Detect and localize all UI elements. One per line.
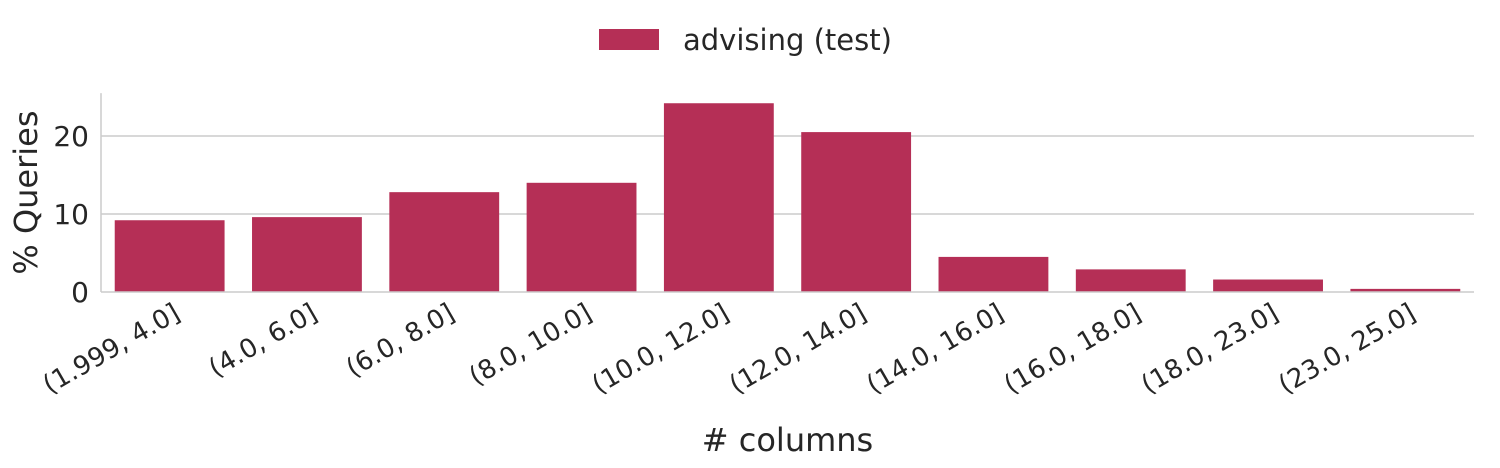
- bar: [1350, 288, 1461, 292]
- legend: advising (test): [599, 23, 892, 57]
- y-tick-label: 10: [53, 198, 89, 231]
- legend-swatch: [599, 29, 659, 50]
- bar: [526, 182, 637, 292]
- bar: [1075, 269, 1186, 292]
- x-tick-label: (10.0, 12.0]: [587, 298, 734, 400]
- bar: [114, 220, 225, 292]
- y-tick-label: 0: [71, 276, 89, 309]
- y-tick-labels: 0 10 20: [53, 120, 89, 309]
- x-tick-label: (4.0, 6.0]: [204, 298, 323, 384]
- x-tick-label: (6.0, 8.0]: [341, 298, 460, 384]
- x-tick-labels: (1.999, 4.0] (4.0, 6.0] (6.0, 8.0] (8.0, 10…: [38, 298, 1421, 400]
- y-axis-title: % Queries: [7, 110, 45, 274]
- x-tick-label: (23.0, 25.0]: [1274, 298, 1421, 400]
- bar: [1213, 279, 1323, 292]
- x-tick-label: (16.0, 18.0]: [999, 298, 1146, 400]
- x-tick-label: (14.0, 16.0]: [862, 298, 1009, 400]
- bar: [389, 192, 500, 292]
- axes: [100, 93, 1474, 293]
- x-tick-label: (18.0, 23.0]: [1136, 298, 1283, 400]
- x-tick-label: (1.999, 4.0]: [38, 298, 185, 400]
- bar: [801, 132, 912, 292]
- bar: [252, 217, 362, 292]
- bar: [938, 256, 1049, 292]
- x-axis-title: # columns: [702, 421, 873, 459]
- bar: [663, 103, 774, 293]
- grid-lines: [101, 135, 1474, 215]
- x-tick-label: (8.0, 10.0]: [464, 298, 597, 392]
- bars: [114, 103, 1461, 293]
- x-tick-label: (12.0, 14.0]: [724, 298, 871, 400]
- legend-label: advising (test): [683, 23, 892, 57]
- y-tick-label: 20: [53, 120, 89, 153]
